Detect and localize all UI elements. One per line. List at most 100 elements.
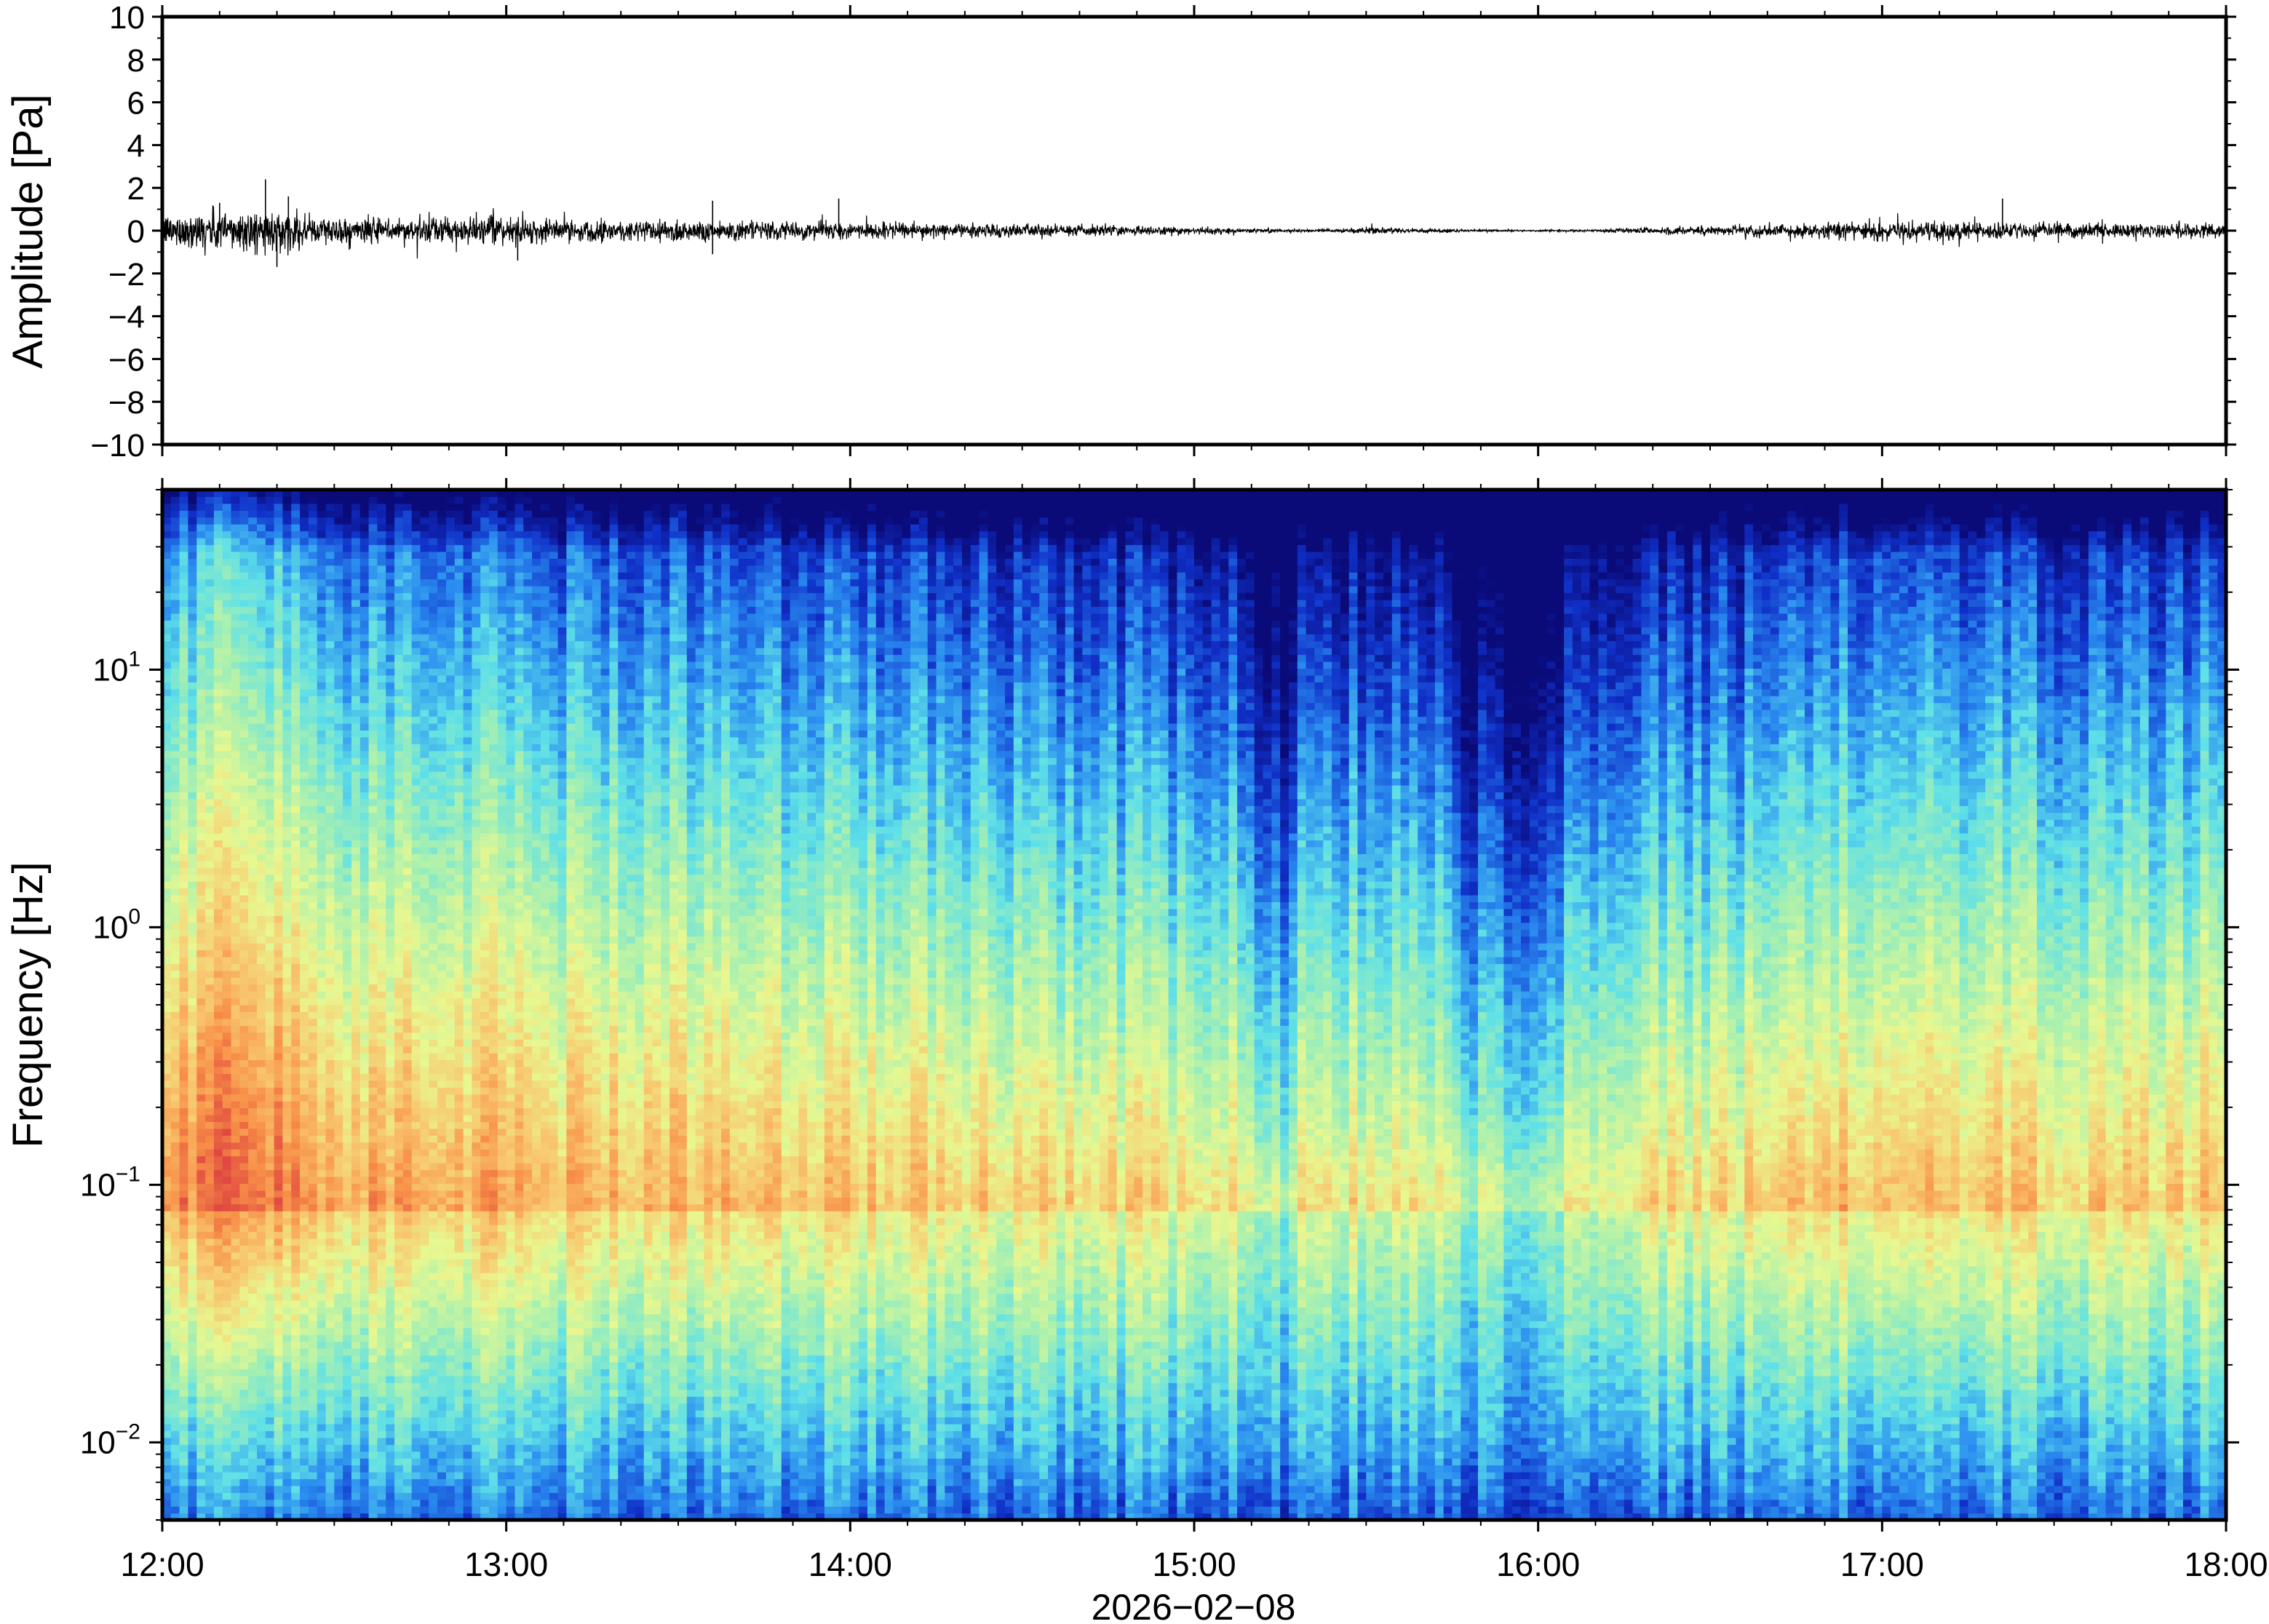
spectrogram-cell bbox=[359, 544, 370, 552]
spectrogram-cell bbox=[188, 1115, 197, 1123]
spectrogram-cell bbox=[420, 572, 429, 580]
spectrogram-cell bbox=[239, 860, 249, 868]
spectrogram-cell bbox=[377, 709, 386, 717]
spectrogram-cell bbox=[386, 565, 395, 573]
spectrogram-cell bbox=[334, 626, 343, 634]
spectrogram-cell bbox=[359, 586, 370, 594]
spectrogram-cell bbox=[265, 936, 275, 944]
spectrogram-cell bbox=[188, 1265, 197, 1273]
spectrogram-cell bbox=[222, 668, 232, 676]
spectrogram-cell bbox=[162, 1163, 172, 1171]
spectrogram-cell bbox=[213, 1279, 223, 1287]
spectrogram-cell bbox=[308, 963, 318, 971]
spectrogram-cell bbox=[325, 1451, 335, 1459]
spectrogram-cell bbox=[248, 922, 258, 930]
spectrogram-cell bbox=[394, 1444, 404, 1452]
spectrogram-cell bbox=[205, 915, 215, 923]
spectrogram-cell bbox=[188, 1430, 197, 1438]
spectrogram-cell bbox=[325, 592, 335, 600]
spectrogram-cell bbox=[394, 970, 404, 978]
spectrogram-cell bbox=[343, 1478, 352, 1486]
spectrogram-cell bbox=[402, 688, 413, 696]
spectrogram-cell bbox=[188, 744, 197, 752]
spectrogram-cell bbox=[343, 991, 352, 999]
spectrogram-cell bbox=[205, 1409, 215, 1417]
spectrogram-cell bbox=[205, 1039, 215, 1047]
spectrogram-cell bbox=[196, 1334, 206, 1342]
spectrogram-cell bbox=[334, 915, 343, 923]
spectrogram-cell bbox=[411, 1115, 421, 1123]
spectrogram-cell bbox=[368, 1348, 378, 1356]
spectrogram-cell bbox=[291, 1011, 301, 1019]
spectrogram-cell bbox=[334, 943, 343, 951]
spectrogram-cell bbox=[411, 1046, 421, 1054]
spectrogram-cell bbox=[231, 1369, 240, 1377]
spectrogram-cell bbox=[402, 1403, 413, 1411]
spectrogram-cell bbox=[386, 668, 395, 676]
spectrogram-cell bbox=[291, 1417, 301, 1425]
spectrogram-cell bbox=[213, 626, 223, 634]
spectrogram-cell bbox=[274, 1025, 284, 1033]
spectrogram-cell bbox=[300, 600, 309, 608]
spectrogram-cell bbox=[334, 682, 343, 690]
spectrogram-cell bbox=[308, 771, 318, 779]
spectrogram-cell bbox=[188, 1451, 197, 1459]
spectrogram-cell bbox=[196, 819, 206, 827]
spectrogram-cell bbox=[386, 1334, 395, 1342]
spectrogram-cell bbox=[377, 1225, 386, 1233]
spectrogram-cell bbox=[386, 846, 395, 854]
spectrogram-cell bbox=[334, 1121, 343, 1129]
spectrogram-cell bbox=[291, 1211, 301, 1219]
spectrogram-cell bbox=[162, 1251, 172, 1259]
spectrogram-cell bbox=[196, 1348, 206, 1356]
spectrogram-cell bbox=[317, 1279, 327, 1287]
spectrogram-cell bbox=[205, 634, 215, 642]
spectrogram-cell bbox=[188, 1375, 197, 1383]
spectrogram-cell bbox=[317, 648, 327, 656]
spectrogram-cell bbox=[179, 1389, 189, 1397]
spectrogram-cell bbox=[377, 1396, 386, 1404]
spectrogram-cell bbox=[231, 648, 240, 656]
spectrogram-cell bbox=[196, 524, 206, 532]
spectrogram-cell bbox=[325, 1032, 335, 1040]
spectrogram-cell bbox=[248, 572, 258, 580]
spectrogram-cell bbox=[239, 901, 249, 909]
spectrogram-cell bbox=[359, 490, 370, 498]
spectrogram-cell bbox=[343, 510, 352, 518]
spectrogram-cell bbox=[317, 1485, 327, 1493]
spectrogram-cell bbox=[386, 634, 395, 642]
spectrogram-cell bbox=[429, 901, 438, 909]
spectrogram-cell bbox=[429, 1225, 438, 1233]
spectrogram-cell bbox=[402, 874, 413, 882]
spectrogram-cell bbox=[213, 1190, 223, 1198]
spectrogram-cell bbox=[368, 634, 378, 642]
spectrogram-cell bbox=[162, 1375, 172, 1383]
spectrogram-cell bbox=[222, 626, 232, 634]
spectrogram-cell bbox=[343, 950, 352, 958]
spectrogram-cell bbox=[248, 901, 258, 909]
spectrogram-cell bbox=[429, 1231, 438, 1239]
spectrogram-cell bbox=[411, 840, 421, 848]
spectrogram-cell bbox=[317, 984, 327, 992]
spectrogram-cell bbox=[239, 1066, 249, 1074]
spectrogram-cell bbox=[429, 1382, 438, 1390]
spectrogram-cell bbox=[222, 1073, 232, 1081]
spectrogram-cell bbox=[334, 1101, 343, 1109]
spectrogram-cell bbox=[213, 1293, 223, 1301]
spectrogram-cell bbox=[239, 819, 249, 827]
spectrogram-cell bbox=[420, 1231, 429, 1239]
spectrogram-cell bbox=[420, 1451, 429, 1459]
spectrogram-cell bbox=[368, 1059, 378, 1067]
spectrogram-cell bbox=[308, 757, 318, 765]
spectrogram-cell bbox=[188, 634, 197, 642]
spectrogram-cell bbox=[308, 1251, 318, 1259]
spectrogram-cell bbox=[368, 1177, 378, 1185]
spectrogram-cell bbox=[359, 696, 370, 704]
spectrogram-cell bbox=[231, 991, 240, 999]
spectrogram-cell bbox=[429, 1451, 438, 1459]
spectrogram-cell bbox=[386, 1251, 395, 1259]
spectrogram-cell bbox=[213, 558, 223, 566]
spectrogram-cell bbox=[196, 812, 206, 820]
spectrogram-cell bbox=[394, 1101, 404, 1109]
spectrogram-cell bbox=[205, 757, 215, 765]
